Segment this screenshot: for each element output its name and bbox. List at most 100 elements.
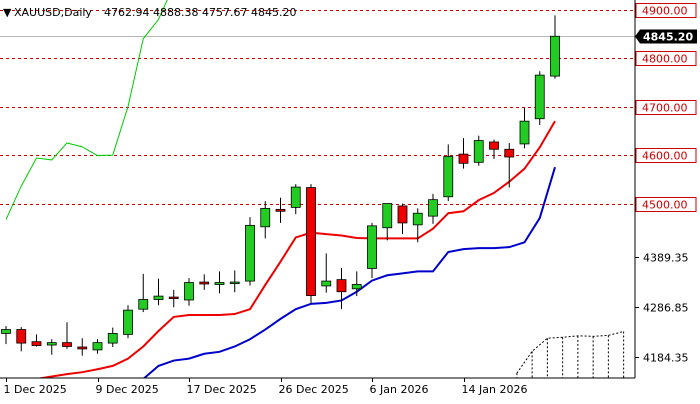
candle xyxy=(275,197,286,223)
candle-body xyxy=(351,284,362,290)
candle-body xyxy=(16,329,27,344)
candle-body xyxy=(336,279,347,293)
candle-body xyxy=(168,296,179,299)
level-label-text: 4800.00 xyxy=(642,53,688,66)
candle-body xyxy=(184,282,194,301)
candle-body xyxy=(397,205,408,224)
candle xyxy=(550,15,560,79)
plot-background xyxy=(0,0,635,378)
candle-body xyxy=(428,199,438,217)
candle xyxy=(473,135,484,166)
candle xyxy=(443,144,454,202)
x-tick-label: 9 Dec 2025 xyxy=(96,383,159,396)
candle xyxy=(92,339,103,354)
level-label-text: 4500.00 xyxy=(642,199,688,212)
candle-body xyxy=(489,141,499,150)
candle-body xyxy=(138,299,149,310)
candle-body xyxy=(62,342,72,347)
price-box-text: 4845.20 xyxy=(643,31,693,44)
candle xyxy=(107,327,118,347)
x-tick-label: 1 Dec 2025 xyxy=(4,383,67,396)
candle-body xyxy=(229,281,240,284)
level-label-box xyxy=(635,3,697,18)
candle-body xyxy=(519,120,530,145)
candle-body xyxy=(31,341,42,346)
candle xyxy=(245,217,255,286)
candle xyxy=(184,278,194,306)
y-tick-label: 4184.35 xyxy=(643,352,689,365)
candle-body xyxy=(443,156,454,198)
candle xyxy=(214,271,225,294)
candle-body xyxy=(214,282,225,285)
candle xyxy=(153,278,164,306)
candle-body xyxy=(290,186,301,208)
collapse-marker-icon[interactable]: ▼ xyxy=(3,6,12,19)
level-label-text: 4600.00 xyxy=(642,150,688,163)
candle-body xyxy=(199,281,210,285)
candle xyxy=(199,274,210,290)
candle xyxy=(412,208,423,243)
candle xyxy=(336,267,347,310)
candle xyxy=(1,326,11,345)
candle xyxy=(260,201,271,239)
candle xyxy=(351,271,362,297)
price-box-shape xyxy=(635,29,697,44)
candle-body xyxy=(46,342,57,346)
candle xyxy=(290,184,301,215)
candle xyxy=(123,305,133,339)
candle xyxy=(397,203,408,235)
candle-body xyxy=(306,187,316,297)
candle-body xyxy=(123,309,133,335)
x-tick-label: 14 Jan 2026 xyxy=(462,383,528,396)
candle xyxy=(428,193,438,224)
candle xyxy=(489,139,499,159)
candle xyxy=(16,327,27,352)
candle xyxy=(229,270,240,293)
candle-body xyxy=(534,74,545,120)
candle xyxy=(504,142,515,188)
candle xyxy=(306,184,316,304)
candle xyxy=(31,334,42,347)
y-tick-label: 4389.35 xyxy=(643,252,689,265)
red-line xyxy=(36,120,556,378)
candle-body xyxy=(107,333,118,344)
level-label-box xyxy=(635,148,697,163)
cloud-top-line xyxy=(516,330,624,374)
level-labels: 4900.00 4800.00 4700.00 4600.00 4500.00 xyxy=(635,3,697,212)
ohlc-values: 4762.94 4888.38 4757.67 4845.20 xyxy=(104,6,296,19)
candle-body xyxy=(92,342,103,351)
candle xyxy=(367,222,377,279)
candle-body xyxy=(504,148,515,158)
level-label-box xyxy=(635,100,697,115)
candle-body xyxy=(458,153,469,164)
candle-body xyxy=(382,203,393,229)
candle-body xyxy=(77,346,88,350)
candle-body xyxy=(321,280,332,287)
x-tick-label: 26 Dec 2025 xyxy=(279,383,349,396)
symbol-timeframe: XAUUSD,Daily xyxy=(14,6,92,19)
candle xyxy=(77,338,88,356)
level-lines xyxy=(0,10,635,205)
y-tick-label: 4286.85 xyxy=(643,302,689,315)
candle-body xyxy=(153,295,164,300)
candle xyxy=(321,253,332,293)
level-label-box xyxy=(635,51,697,66)
level-label-box xyxy=(635,197,697,212)
candle-body xyxy=(412,212,423,226)
candle-body xyxy=(275,208,286,212)
candle xyxy=(519,108,530,149)
chart-header: ▼ XAUUSD,Daily 4762.94 4888.38 4757.67 4… xyxy=(3,6,296,19)
cloud-dotted xyxy=(516,330,625,378)
candle xyxy=(138,273,149,313)
blue-line xyxy=(142,166,556,378)
candle xyxy=(46,339,57,355)
level-label-text: 4900.00 xyxy=(642,5,688,18)
candle-body xyxy=(550,35,560,77)
current-price-box: 4845.20 xyxy=(635,29,697,44)
candle xyxy=(382,203,393,241)
x-tick-label: 17 Dec 2025 xyxy=(187,383,257,396)
candle-body xyxy=(1,329,11,334)
candle-body xyxy=(367,225,377,269)
